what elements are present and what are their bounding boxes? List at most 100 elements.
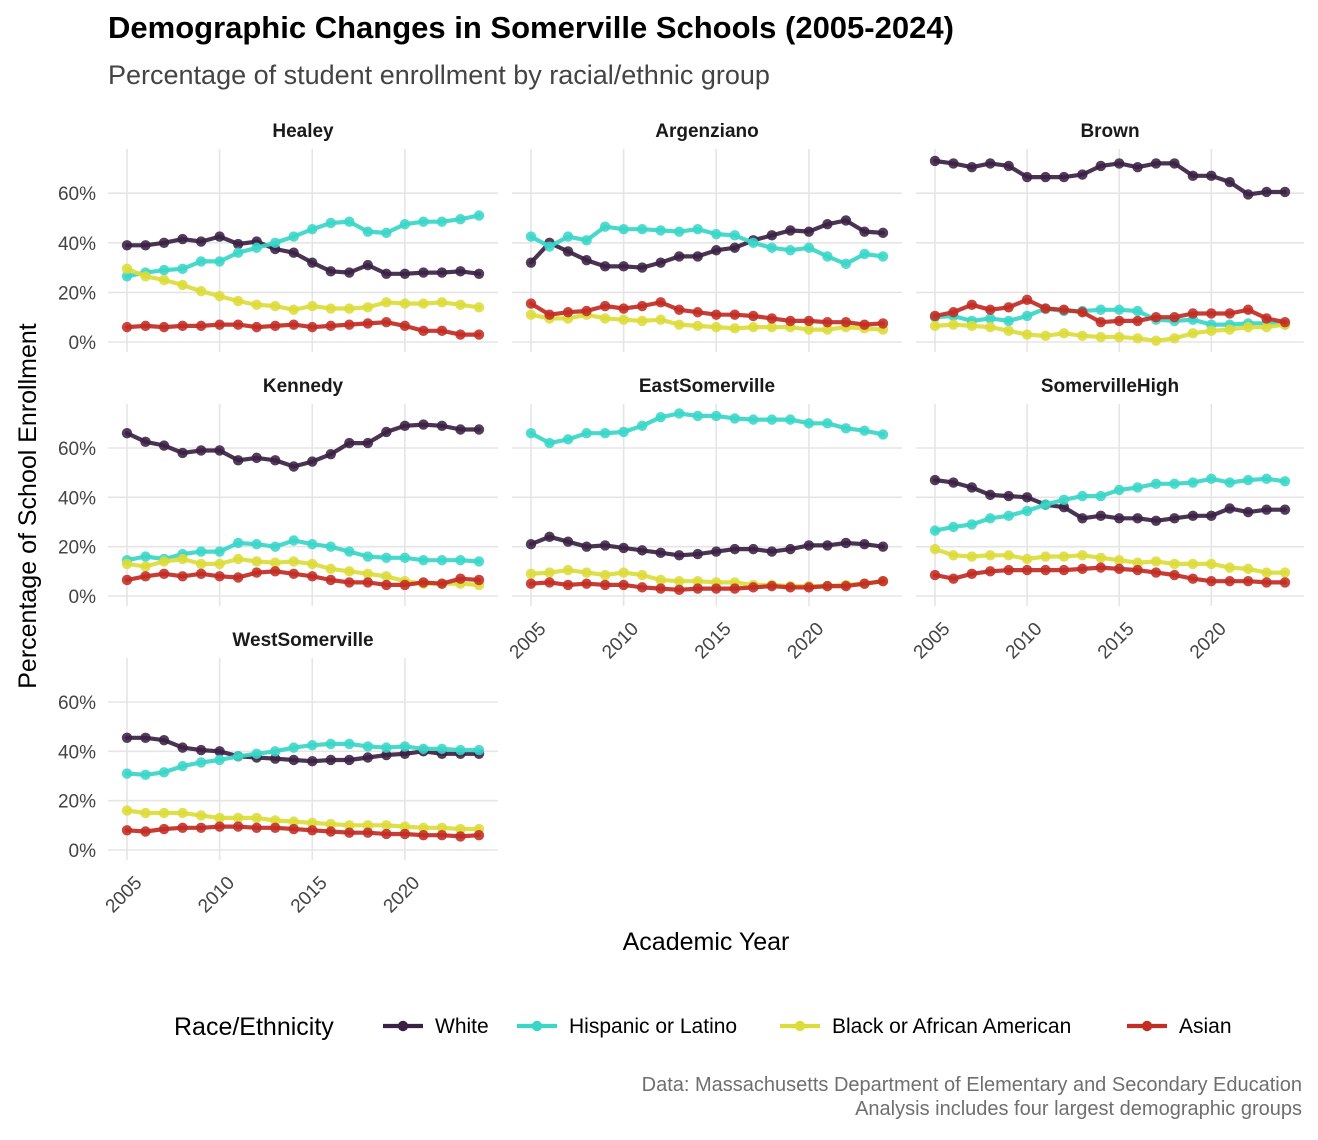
data-point: [288, 304, 299, 315]
data-point: [473, 268, 485, 279]
legend-item-black-or-african-american: Black or African American: [780, 1015, 1071, 1038]
data-point: [270, 566, 281, 577]
data-point: [195, 285, 207, 297]
data-point: [655, 547, 666, 559]
legend-title: Race/Ethnicity: [174, 1013, 334, 1041]
data-point: [232, 238, 244, 250]
data-point: [599, 261, 611, 272]
data-point: [232, 319, 244, 330]
data-point: [270, 822, 281, 833]
data-point: [214, 821, 225, 832]
series-white: [121, 419, 485, 472]
data-point: [692, 223, 703, 235]
facet-healey: Healey: [108, 121, 498, 352]
data-point: [195, 568, 207, 579]
data-point: [140, 571, 151, 582]
data-point: [803, 324, 815, 335]
data-point: [121, 263, 133, 275]
data-point: [985, 304, 996, 315]
data-point: [1206, 473, 1217, 485]
data-point: [195, 757, 207, 768]
data-point: [362, 437, 374, 449]
y-tick-label: 40%: [58, 742, 96, 763]
data-point: [473, 830, 485, 841]
facet-kennedy: Kennedy: [108, 376, 498, 606]
data-point: [288, 754, 299, 766]
data-point: [214, 231, 225, 242]
series-hispanic-or-latino: [525, 408, 889, 449]
data-point: [1279, 577, 1291, 588]
data-point: [525, 257, 537, 268]
x-tick-label: 2015: [287, 873, 332, 918]
data-point: [270, 320, 281, 332]
data-point: [1169, 158, 1180, 169]
data-point: [655, 257, 666, 268]
data-point: [344, 820, 355, 831]
data-point: [455, 831, 466, 842]
data-point: [436, 578, 448, 589]
data-point: [1132, 305, 1143, 317]
data-point: [232, 537, 244, 549]
data-point: [1261, 313, 1272, 324]
data-point: [766, 313, 778, 324]
data-point: [618, 261, 629, 272]
data-point: [362, 259, 374, 271]
data-point: [325, 303, 336, 314]
data-point: [455, 573, 466, 584]
data-point: [362, 226, 374, 237]
data-point: [1114, 158, 1125, 169]
data-point: [1095, 316, 1106, 328]
data-point: [214, 290, 225, 302]
data-point: [985, 489, 996, 501]
data-point: [1150, 158, 1162, 169]
data-point: [562, 434, 574, 445]
data-point: [1003, 160, 1014, 172]
data-point: [399, 320, 411, 332]
data-point: [121, 825, 133, 836]
data-point: [748, 310, 759, 322]
series-white: [121, 231, 485, 279]
data-point: [581, 541, 592, 552]
data-point: [966, 482, 978, 493]
data-point: [929, 310, 941, 322]
data-point: [251, 452, 262, 464]
data-point: [177, 571, 188, 582]
data-point: [859, 226, 870, 237]
data-point: [674, 576, 685, 587]
data-point: [121, 271, 133, 282]
data-point: [1021, 171, 1033, 183]
legend-item-white: White: [383, 1015, 489, 1038]
x-axis-title: Academic Year: [623, 928, 790, 956]
data-point: [692, 548, 703, 560]
data-point: [325, 754, 336, 766]
data-point: [711, 321, 722, 333]
data-point: [251, 567, 262, 578]
data-point: [1077, 307, 1088, 318]
data-point: [214, 754, 225, 766]
series-asian: [121, 566, 485, 591]
data-point: [307, 825, 318, 836]
data-point: [177, 807, 188, 819]
data-point: [344, 303, 355, 314]
data-point: [473, 329, 485, 340]
data-point: [985, 550, 996, 561]
data-point: [344, 267, 355, 278]
data-point: [195, 744, 207, 756]
data-point: [1224, 324, 1235, 335]
data-point: [859, 425, 870, 436]
data-point: [822, 219, 833, 230]
data-point: [418, 822, 429, 833]
data-point: [214, 746, 225, 757]
data-point: [214, 256, 225, 267]
data-point: [158, 237, 170, 248]
data-point: [307, 739, 318, 751]
data-point: [785, 315, 796, 327]
data-point: [948, 573, 959, 584]
facet-title: SomervilleHigh: [1041, 376, 1179, 397]
data-point: [121, 768, 133, 779]
data-point: [711, 228, 722, 240]
data-point: [948, 158, 959, 169]
data-point: [1040, 551, 1051, 562]
data-point: [1003, 510, 1014, 522]
data-point: [674, 319, 685, 330]
